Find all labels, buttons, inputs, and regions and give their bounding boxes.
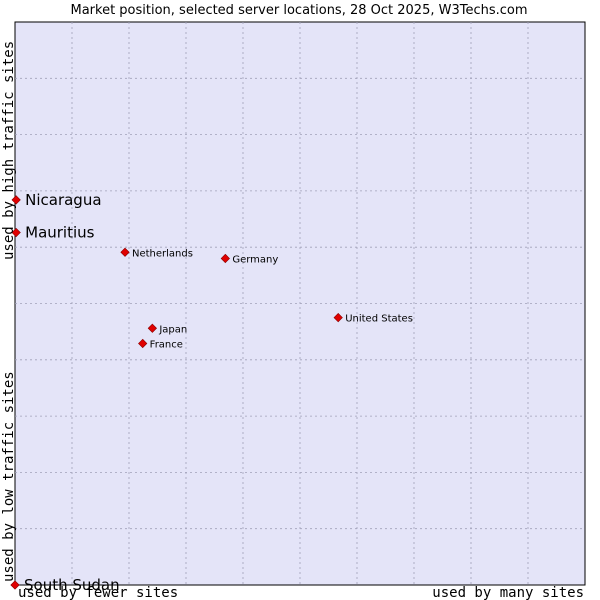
data-point-nicaragua: [11, 195, 21, 205]
data-point-japan: [147, 323, 157, 333]
data-label-japan: Japan: [158, 324, 187, 335]
data-label-south-sudan: South Sudan: [24, 576, 120, 594]
data-label-france: France: [150, 339, 183, 350]
data-label-netherlands: Netherlands: [132, 248, 193, 259]
data-points: Nicaragua Mauritius Netherlands Germany Unit…: [10, 191, 413, 594]
x-axis-label-right: used by many sites: [432, 585, 584, 600]
data-label-mauritius: Mauritius: [25, 224, 95, 242]
data-point-germany: [220, 253, 230, 264]
x-axis-label-left: used by fewer sites: [18, 585, 178, 600]
data-point-mauritius: [11, 227, 21, 238]
chart-title: Market position, selected server locatio…: [70, 3, 527, 18]
data-point-netherlands: [120, 247, 130, 257]
data-point-south-sudan: [10, 580, 20, 590]
y-axis-label-top: used by high traffic sites: [1, 41, 17, 260]
data-point-france: [138, 338, 148, 349]
y-axis-label-bottom: used by low traffic sites: [1, 371, 17, 582]
data-point-united-states: [333, 312, 343, 323]
data-label-nicaragua: Nicaragua: [25, 191, 101, 209]
data-label-germany: Germany: [232, 254, 278, 265]
data-label-united-states: United States: [345, 314, 413, 325]
grid-lines: [15, 22, 585, 585]
